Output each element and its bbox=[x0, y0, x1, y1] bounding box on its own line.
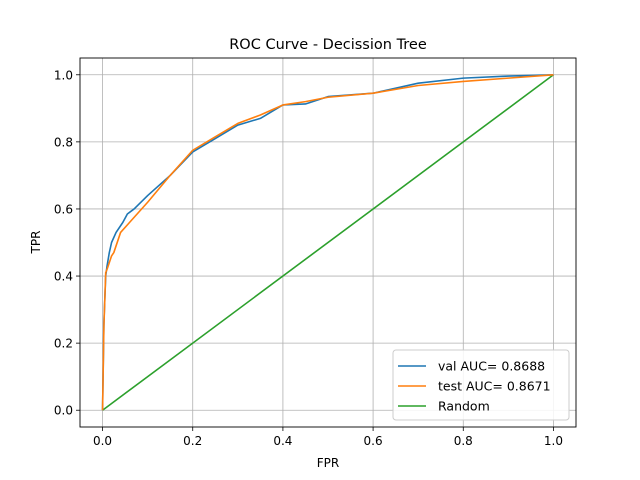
series-line-1 bbox=[101, 73, 554, 411]
x-tick-label: 0.6 bbox=[364, 434, 383, 448]
legend-label-2: Random bbox=[438, 399, 490, 414]
y-axis-ticks: 0.0 0.2 0.4 0.6 0.8 1.0 bbox=[54, 68, 80, 418]
series-lines bbox=[101, 73, 554, 411]
y-tick-label: 0.4 bbox=[54, 270, 73, 284]
x-tick-label: 1.0 bbox=[544, 434, 563, 448]
legend: val AUC= 0.8688 test AUC= 0.8671 Random bbox=[392, 349, 570, 421]
chart-title: ROC Curve - Decission Tree bbox=[229, 37, 427, 53]
x-tick-label: 0.4 bbox=[273, 434, 292, 448]
x-axis-label: FPR bbox=[317, 456, 339, 470]
y-tick-label: 0.0 bbox=[54, 404, 73, 418]
x-tick-label: 0.2 bbox=[183, 434, 202, 448]
y-axis-label: TPR bbox=[29, 231, 43, 255]
y-tick-label: 0.6 bbox=[54, 202, 73, 216]
x-tick-label: 0.0 bbox=[93, 434, 112, 448]
y-tick-label: 1.0 bbox=[54, 68, 73, 82]
legend-label-1: test AUC= 0.8671 bbox=[438, 379, 551, 394]
x-tick-label: 0.8 bbox=[454, 434, 473, 448]
legend-box bbox=[392, 349, 570, 421]
x-axis-ticks: 0.0 0.2 0.4 0.6 0.8 1.0 bbox=[93, 427, 563, 448]
plot-frame bbox=[79, 57, 577, 428]
y-tick-label: 0.8 bbox=[54, 135, 73, 149]
legend-label-0: val AUC= 0.8688 bbox=[438, 359, 545, 374]
series-line-2 bbox=[102, 74, 554, 411]
y-tick-label: 0.2 bbox=[54, 337, 73, 351]
